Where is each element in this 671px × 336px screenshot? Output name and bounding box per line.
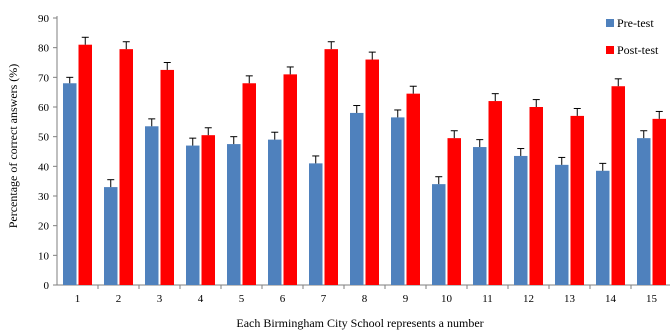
x-tick-label: 6 [280, 293, 286, 305]
y-tick-label: 90 [38, 13, 50, 25]
bar-pre-test-12 [514, 155, 528, 285]
bar-pre-test-10 [432, 184, 446, 285]
x-tick-label: 9 [403, 293, 409, 305]
x-tick-label: 15 [646, 293, 658, 305]
bar-post-test-2 [119, 49, 133, 286]
bar-pre-test-2 [104, 187, 118, 285]
y-tick-label: 0 [44, 280, 50, 292]
bar-post-test-3 [160, 69, 174, 286]
bar-pre-test-15 [637, 138, 651, 285]
y-tick-label: 10 [38, 250, 50, 262]
x-axis-title: Each Birmingham City School represents a… [236, 316, 483, 330]
legend-label-post-test: Post-test [617, 43, 659, 57]
legend-swatch-pre-test [606, 19, 614, 27]
legend-swatch-post-test [606, 46, 614, 54]
bar-post-test-6 [283, 74, 297, 285]
y-tick-label: 30 [38, 191, 50, 203]
x-tick-label: 1 [75, 293, 81, 305]
x-tick-label: 4 [198, 293, 204, 305]
legend-label-pre-test: Pre-test [617, 16, 654, 30]
bar-pre-test-3 [145, 126, 159, 286]
x-tick-label: 3 [157, 293, 163, 305]
bar-post-test-7 [324, 49, 338, 286]
bar-post-test-15 [652, 118, 666, 285]
bar-post-test-14 [611, 86, 625, 285]
x-tick-label: 7 [321, 293, 327, 305]
bar-post-test-9 [406, 93, 420, 286]
x-tick-label: 11 [482, 293, 493, 305]
bar-post-test-1 [78, 44, 92, 286]
bar-post-test-4 [201, 135, 215, 285]
y-tick-label: 70 [38, 72, 50, 84]
x-tick-label: 5 [239, 293, 245, 305]
bar-pre-test-1 [63, 83, 77, 286]
x-tick-label: 13 [564, 293, 576, 305]
bar-pre-test-6 [268, 139, 282, 285]
bar-pre-test-4 [186, 145, 200, 285]
x-tick-label: 10 [441, 293, 453, 305]
bar-pre-test-7 [309, 163, 323, 285]
bar-pre-test-14 [596, 170, 610, 285]
x-tick-label: 12 [523, 293, 534, 305]
bar-post-test-11 [488, 101, 502, 285]
legend: Pre-test Post-test [606, 16, 659, 57]
x-tick-label: 2 [116, 293, 122, 305]
y-tick-label: 40 [38, 161, 50, 173]
y-tick-label: 60 [38, 102, 50, 114]
bar-post-test-12 [529, 107, 543, 285]
bar-post-test-13 [570, 115, 584, 286]
bar-post-test-10 [447, 138, 461, 285]
bar-pre-test-13 [555, 164, 569, 285]
y-tick-label: 50 [38, 132, 50, 144]
bar-pre-test-9 [391, 117, 405, 285]
y-tick-label: 20 [38, 221, 50, 233]
bar-pre-test-8 [350, 112, 364, 285]
x-tick-label: 8 [362, 293, 368, 305]
x-tick-label: 14 [605, 293, 617, 305]
bar-pre-test-11 [473, 147, 487, 285]
bar-post-test-8 [365, 59, 379, 286]
y-axis-title: Percentage of correct answers (%) [6, 64, 20, 229]
y-tick-label: 80 [38, 43, 50, 55]
bar-pre-test-5 [227, 144, 241, 285]
bar-post-test-5 [242, 83, 256, 286]
